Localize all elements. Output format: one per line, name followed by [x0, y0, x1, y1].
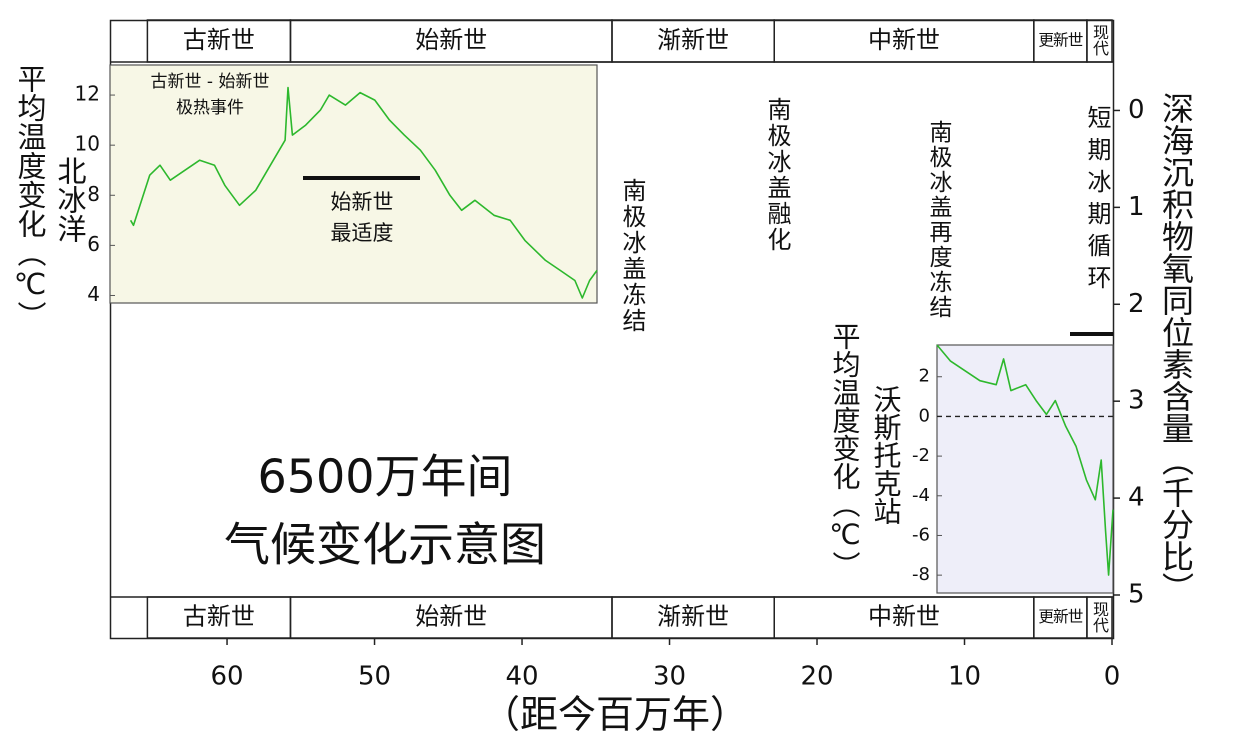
chart-subtitle: 气候变化示意图 [224, 518, 546, 572]
inset-tick-label: -8 [912, 564, 930, 585]
inset-y-label: 平均温度变化（℃） [829, 322, 862, 579]
epoch-label: 中新世 [868, 26, 940, 54]
data-line [129, 86, 598, 299]
annotation: 南极冰盖融化 [763, 97, 791, 253]
epoch-label: 古新世 [183, 26, 255, 54]
inset-tick-label: -4 [912, 485, 930, 506]
annotation: 古新世 - 始新世 [151, 72, 270, 92]
annotation: 短期冰期循环 [1083, 105, 1111, 297]
epoch-label: 中新世 [868, 603, 940, 631]
epoch-label: 古新世 [183, 603, 255, 631]
data-line [936, 344, 1114, 576]
x-tick-label: 0 [1104, 662, 1121, 692]
x-tick-label: 20 [800, 662, 833, 692]
chart-title: 6500万年间 [257, 450, 512, 504]
inset-tick-label: 0 [919, 405, 930, 426]
x-tick-label: 40 [505, 662, 538, 692]
epoch-band [1086, 19, 1113, 63]
inset-tick-label: 6 [87, 232, 100, 256]
inset-tick-label: 12 [75, 82, 100, 106]
annotation: 南极冰盖冻结 [618, 178, 646, 334]
epoch-label: 现代 [1090, 24, 1109, 57]
x-axis-label: （距今百万年） [482, 693, 748, 737]
epoch-label: 始新世 [415, 603, 487, 631]
inset-location: 北冰洋 [53, 156, 87, 243]
annotation: 始新世 [331, 190, 394, 214]
inset-tick-label: -2 [912, 445, 930, 466]
y-tick-label: 1 [1128, 192, 1145, 222]
y-axis-label: 深海沉积物氧同位素含量（千分比） [1157, 92, 1195, 604]
annotation: 南极冰盖再度冻结 [925, 120, 953, 320]
x-tick-label: 50 [358, 662, 391, 692]
epoch-label: 始新世 [415, 26, 487, 54]
y-tick-label: 3 [1128, 386, 1145, 416]
inset-panel [109, 64, 598, 304]
y-tick-label: 0 [1128, 95, 1145, 125]
y-tick-label: 4 [1128, 483, 1145, 513]
inset-tick-label: 10 [75, 132, 100, 156]
epoch-label: 更新世 [1038, 607, 1082, 626]
epoch-band [1086, 596, 1113, 639]
x-tick-label: 30 [653, 662, 686, 692]
inset-location: 沃斯托克站 [870, 385, 903, 525]
x-tick-label: 60 [210, 662, 243, 692]
x-tick-label: 10 [948, 662, 981, 692]
epoch-label: 更新世 [1038, 31, 1082, 50]
inset-panel [936, 344, 1114, 594]
y-tick-label: 5 [1128, 580, 1145, 610]
epoch-label: 渐新世 [657, 603, 729, 631]
inset-y-label: 平均温度变化（℃） [13, 64, 47, 330]
inset-tick-label: 4 [87, 282, 100, 306]
inset-tick-label: 8 [87, 182, 100, 206]
annotation: 最适度 [331, 221, 394, 245]
epoch-label: 现代 [1090, 601, 1109, 634]
epoch-label: 渐新世 [657, 26, 729, 54]
inset-tick-label: -6 [912, 524, 930, 545]
annotation: 极热事件 [176, 98, 244, 118]
inset-tick-label: 2 [919, 366, 930, 387]
y-tick-label: 2 [1128, 289, 1145, 319]
